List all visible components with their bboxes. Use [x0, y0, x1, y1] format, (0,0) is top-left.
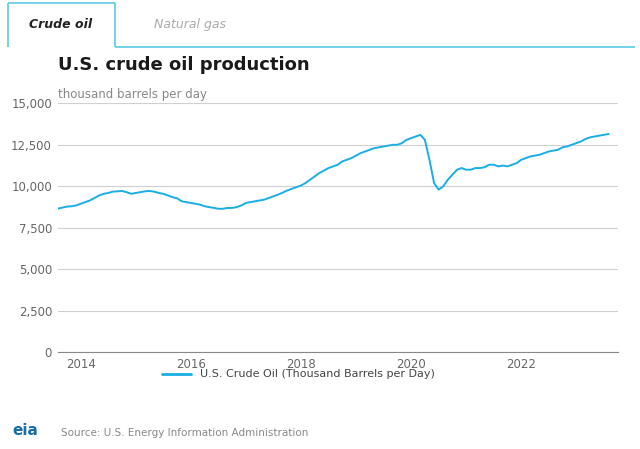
Text: thousand barrels per day: thousand barrels per day [58, 88, 207, 101]
Text: U.S. crude oil production: U.S. crude oil production [58, 56, 309, 74]
Text: U.S. Crude Oil (Thousand Barrels per Day): U.S. Crude Oil (Thousand Barrels per Day… [200, 369, 435, 379]
Text: Crude oil: Crude oil [29, 18, 93, 31]
Text: eia: eia [13, 423, 38, 438]
Text: Natural gas: Natural gas [154, 18, 226, 31]
Text: Source: U.S. Energy Information Administration: Source: U.S. Energy Information Administ… [61, 428, 308, 438]
